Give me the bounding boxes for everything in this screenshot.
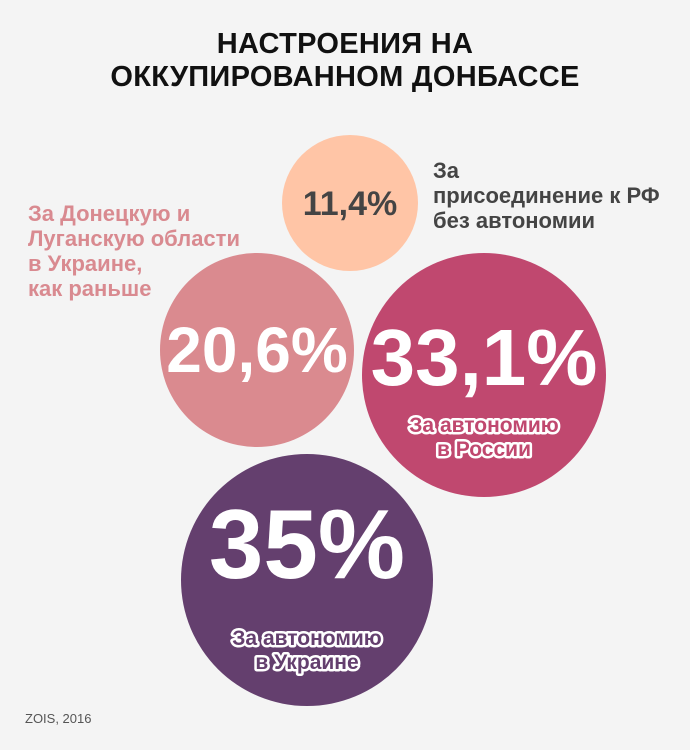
category-label: в России: [437, 438, 531, 461]
source-note: ZOIS, 2016: [25, 711, 92, 726]
bubble-1: [160, 253, 354, 447]
label-line: в Украине,: [28, 251, 143, 276]
value-label: 35%: [209, 489, 405, 599]
label-ukraine-as-before: За Донецкую и Луганскую области в Украин…: [28, 201, 240, 301]
chart-title: НАСТРОЕНИЯ НА ОККУПИРОВАННОМ ДОНБАССЕ: [0, 28, 690, 94]
label-line: За: [433, 158, 460, 183]
label-line: За Донецкую и: [28, 201, 191, 226]
value-label: 33,1%: [371, 313, 598, 402]
bubble-0: [282, 135, 418, 271]
value-label: 20,6%: [166, 314, 347, 386]
bubble-2: [362, 253, 606, 497]
title-line-1: НАСТРОЕНИЯ НА: [216, 28, 474, 60]
value-label: 11,4%: [303, 185, 398, 223]
label-line: присоединение к РФ: [433, 183, 660, 208]
category-label: в Украине: [255, 651, 358, 674]
label-annex-without-autonomy: За присоединение к РФ без автономии: [433, 158, 660, 233]
category-label: За автономию: [232, 627, 381, 650]
category-label: За автономию: [409, 414, 558, 437]
bubble-3: [181, 454, 433, 706]
label-line: без автономии: [433, 208, 596, 233]
label-line: Луганскую области: [28, 226, 240, 251]
title-line-2: ОККУПИРОВАННОМ ДОНБАССЕ: [110, 61, 580, 93]
label-line: как раньше: [28, 276, 152, 301]
